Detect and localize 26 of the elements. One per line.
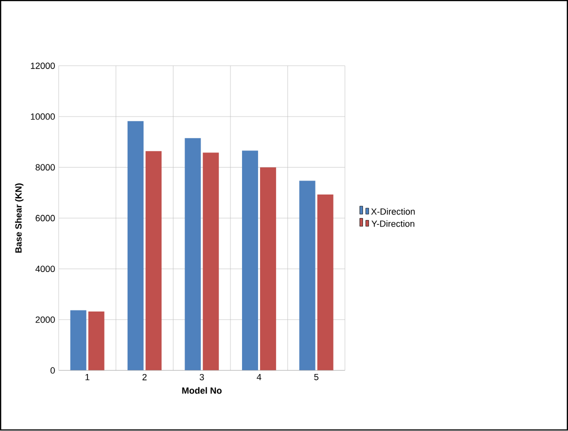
bar bbox=[202, 152, 219, 371]
bar bbox=[128, 121, 144, 371]
bar bbox=[299, 181, 316, 371]
y-tick-label: 12000 bbox=[30, 62, 55, 70]
bar bbox=[70, 310, 86, 371]
bar bbox=[317, 194, 334, 371]
legend-label: Y-Direction bbox=[372, 220, 414, 228]
x-tick-label: 2 bbox=[142, 374, 147, 380]
x-tick-label: 1 bbox=[86, 374, 90, 380]
x-tick-label: 5 bbox=[314, 374, 318, 380]
y-axis-title: Base Shear (KN) bbox=[15, 184, 24, 253]
y-tick-label: 6000 bbox=[36, 215, 55, 222]
bar bbox=[184, 138, 201, 371]
bar bbox=[242, 150, 258, 371]
bar bbox=[88, 312, 104, 371]
y-tick-label: 4000 bbox=[35, 266, 55, 272]
y-tick-label: 0 bbox=[50, 367, 55, 374]
legend-label: X-Direction bbox=[371, 208, 415, 215]
bar bbox=[260, 168, 276, 371]
y-tick-label: 8000 bbox=[36, 164, 55, 171]
y-tick-label: 2000 bbox=[36, 316, 55, 324]
x-tick-label: 4 bbox=[256, 374, 262, 380]
y-tick-label: 10000 bbox=[30, 114, 55, 120]
x-axis-title: Model No bbox=[182, 387, 222, 394]
bar bbox=[146, 151, 162, 371]
x-tick-label: 3 bbox=[200, 374, 204, 381]
